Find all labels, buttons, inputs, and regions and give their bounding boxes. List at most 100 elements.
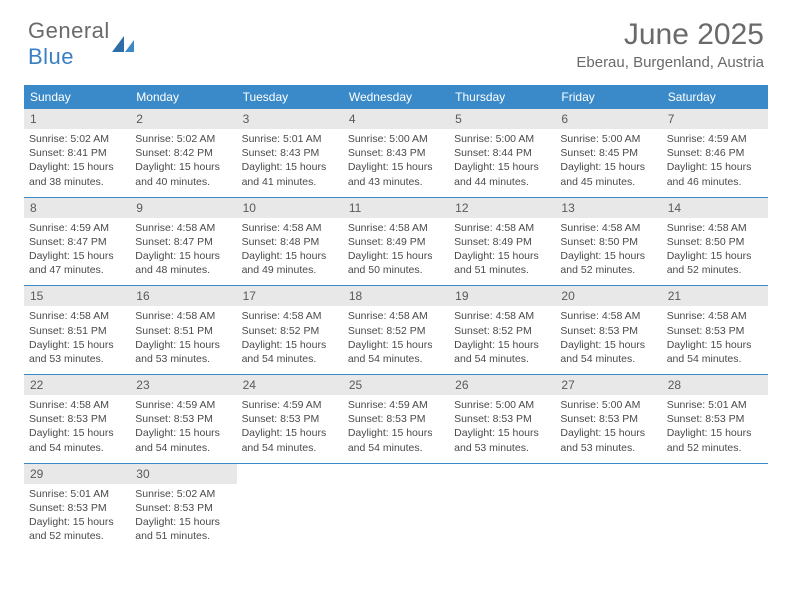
sunset-text: Sunset: 8:49 PM (454, 235, 550, 249)
daylight-text: and 47 minutes. (29, 263, 125, 277)
calendar-day: 29Sunrise: 5:01 AMSunset: 8:53 PMDayligh… (24, 464, 130, 552)
day-number: 26 (449, 375, 555, 395)
sunrise-text: Sunrise: 4:58 AM (135, 221, 231, 235)
logo-text: General Blue (28, 18, 110, 70)
day-number: 10 (237, 198, 343, 218)
daylight-text: and 53 minutes. (29, 352, 125, 366)
calendar-day-empty (237, 464, 343, 552)
daylight-text: and 54 minutes. (242, 352, 338, 366)
calendar-day: 10Sunrise: 4:58 AMSunset: 8:48 PMDayligh… (237, 198, 343, 286)
sunset-text: Sunset: 8:53 PM (667, 412, 763, 426)
sunset-text: Sunset: 8:51 PM (135, 324, 231, 338)
daylight-text: Daylight: 15 hours (560, 338, 656, 352)
sunrise-text: Sunrise: 4:58 AM (560, 221, 656, 235)
sunset-text: Sunset: 8:42 PM (135, 146, 231, 160)
weekday-label: Thursday (449, 85, 555, 109)
sunset-text: Sunset: 8:52 PM (454, 324, 550, 338)
daylight-text: Daylight: 15 hours (242, 426, 338, 440)
day-number: 30 (130, 464, 236, 484)
day-number: 19 (449, 286, 555, 306)
day-number: 11 (343, 198, 449, 218)
sunrise-text: Sunrise: 4:59 AM (29, 221, 125, 235)
daylight-text: and 52 minutes. (560, 263, 656, 277)
daylight-text: and 46 minutes. (667, 175, 763, 189)
daylight-text: Daylight: 15 hours (667, 160, 763, 174)
calendar-day: 11Sunrise: 4:58 AMSunset: 8:49 PMDayligh… (343, 198, 449, 286)
daylight-text: Daylight: 15 hours (560, 249, 656, 263)
weekday-label: Friday (555, 85, 661, 109)
sunset-text: Sunset: 8:53 PM (242, 412, 338, 426)
daylight-text: Daylight: 15 hours (29, 515, 125, 529)
sunrise-text: Sunrise: 5:00 AM (348, 132, 444, 146)
calendar-day: 18Sunrise: 4:58 AMSunset: 8:52 PMDayligh… (343, 286, 449, 374)
weekday-header: Sunday Monday Tuesday Wednesday Thursday… (24, 85, 768, 109)
calendar-week: 29Sunrise: 5:01 AMSunset: 8:53 PMDayligh… (24, 464, 768, 552)
calendar-day: 27Sunrise: 5:00 AMSunset: 8:53 PMDayligh… (555, 375, 661, 463)
calendar-day: 1Sunrise: 5:02 AMSunset: 8:41 PMDaylight… (24, 109, 130, 197)
daylight-text: and 51 minutes. (135, 529, 231, 543)
sunset-text: Sunset: 8:50 PM (667, 235, 763, 249)
calendar-week: 22Sunrise: 4:58 AMSunset: 8:53 PMDayligh… (24, 375, 768, 464)
calendar-day: 5Sunrise: 5:00 AMSunset: 8:44 PMDaylight… (449, 109, 555, 197)
sunrise-text: Sunrise: 5:00 AM (560, 398, 656, 412)
day-number: 4 (343, 109, 449, 129)
sunset-text: Sunset: 8:53 PM (135, 412, 231, 426)
daylight-text: and 41 minutes. (242, 175, 338, 189)
day-number: 22 (24, 375, 130, 395)
sunset-text: Sunset: 8:43 PM (242, 146, 338, 160)
sunset-text: Sunset: 8:53 PM (29, 412, 125, 426)
sunset-text: Sunset: 8:43 PM (348, 146, 444, 160)
daylight-text: and 52 minutes. (667, 441, 763, 455)
sunrise-text: Sunrise: 4:59 AM (348, 398, 444, 412)
daylight-text: and 54 minutes. (560, 352, 656, 366)
calendar-day: 3Sunrise: 5:01 AMSunset: 8:43 PMDaylight… (237, 109, 343, 197)
calendar-day: 17Sunrise: 4:58 AMSunset: 8:52 PMDayligh… (237, 286, 343, 374)
daylight-text: Daylight: 15 hours (242, 338, 338, 352)
day-number: 20 (555, 286, 661, 306)
calendar: Sunday Monday Tuesday Wednesday Thursday… (24, 85, 768, 551)
day-number: 2 (130, 109, 236, 129)
daylight-text: and 54 minutes. (348, 441, 444, 455)
sunset-text: Sunset: 8:46 PM (667, 146, 763, 160)
sunset-text: Sunset: 8:53 PM (560, 324, 656, 338)
sunrise-text: Sunrise: 4:59 AM (135, 398, 231, 412)
day-number: 6 (555, 109, 661, 129)
daylight-text: and 54 minutes. (348, 352, 444, 366)
calendar-day: 21Sunrise: 4:58 AMSunset: 8:53 PMDayligh… (662, 286, 768, 374)
sunrise-text: Sunrise: 4:58 AM (667, 309, 763, 323)
logo-word2: Blue (28, 44, 74, 69)
sunrise-text: Sunrise: 4:58 AM (454, 309, 550, 323)
daylight-text: and 54 minutes. (135, 441, 231, 455)
sunrise-text: Sunrise: 5:00 AM (454, 398, 550, 412)
daylight-text: Daylight: 15 hours (135, 426, 231, 440)
day-number: 18 (343, 286, 449, 306)
logo: General Blue (28, 18, 134, 70)
daylight-text: Daylight: 15 hours (454, 426, 550, 440)
sunset-text: Sunset: 8:52 PM (242, 324, 338, 338)
day-number: 3 (237, 109, 343, 129)
logo-word1: General (28, 18, 110, 43)
sunrise-text: Sunrise: 5:02 AM (135, 487, 231, 501)
calendar-day: 7Sunrise: 4:59 AMSunset: 8:46 PMDaylight… (662, 109, 768, 197)
sunset-text: Sunset: 8:52 PM (348, 324, 444, 338)
day-number: 13 (555, 198, 661, 218)
daylight-text: and 44 minutes. (454, 175, 550, 189)
sunrise-text: Sunrise: 4:58 AM (560, 309, 656, 323)
sunrise-text: Sunrise: 5:00 AM (560, 132, 656, 146)
calendar-day: 24Sunrise: 4:59 AMSunset: 8:53 PMDayligh… (237, 375, 343, 463)
sunrise-text: Sunrise: 4:59 AM (242, 398, 338, 412)
day-number: 25 (343, 375, 449, 395)
calendar-day-empty (449, 464, 555, 552)
calendar-day: 16Sunrise: 4:58 AMSunset: 8:51 PMDayligh… (130, 286, 236, 374)
daylight-text: and 48 minutes. (135, 263, 231, 277)
calendar-day: 14Sunrise: 4:58 AMSunset: 8:50 PMDayligh… (662, 198, 768, 286)
sunrise-text: Sunrise: 4:58 AM (454, 221, 550, 235)
daylight-text: and 54 minutes. (667, 352, 763, 366)
calendar-day: 2Sunrise: 5:02 AMSunset: 8:42 PMDaylight… (130, 109, 236, 197)
daylight-text: Daylight: 15 hours (29, 426, 125, 440)
day-number: 21 (662, 286, 768, 306)
daylight-text: Daylight: 15 hours (454, 338, 550, 352)
sunrise-text: Sunrise: 5:01 AM (242, 132, 338, 146)
weekday-label: Tuesday (237, 85, 343, 109)
sunset-text: Sunset: 8:44 PM (454, 146, 550, 160)
